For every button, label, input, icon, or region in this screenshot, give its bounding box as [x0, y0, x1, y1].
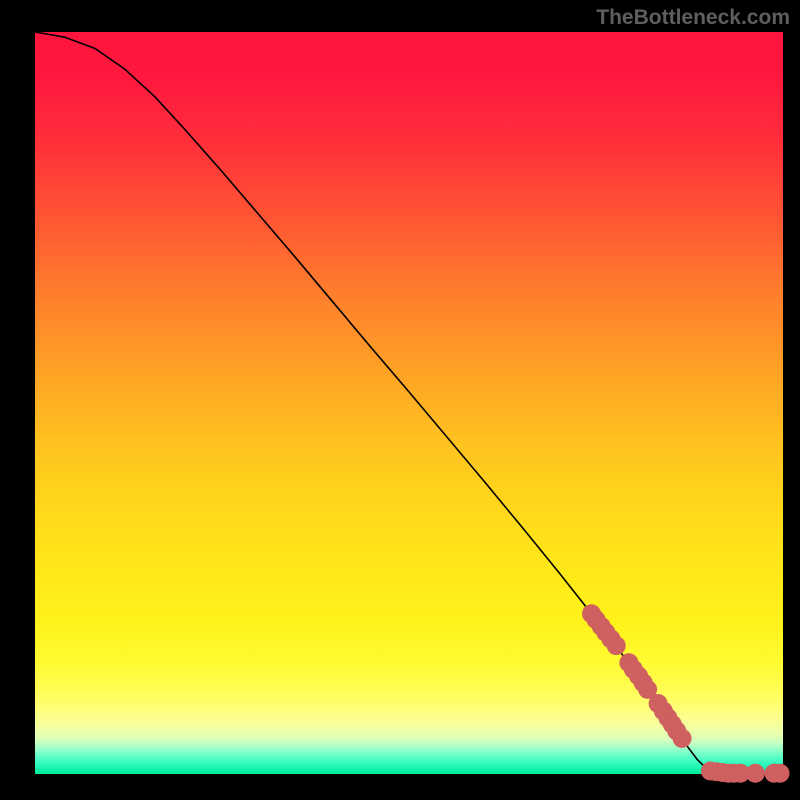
plot-gradient-background — [35, 32, 783, 774]
data-marker — [607, 636, 626, 655]
data-marker — [673, 729, 692, 748]
bottleneck-chart — [0, 0, 800, 800]
data-marker — [746, 764, 765, 783]
watermark-text: TheBottleneck.com — [596, 6, 790, 30]
data-marker — [771, 764, 790, 783]
chart-stage: TheBottleneck.com — [0, 0, 800, 800]
